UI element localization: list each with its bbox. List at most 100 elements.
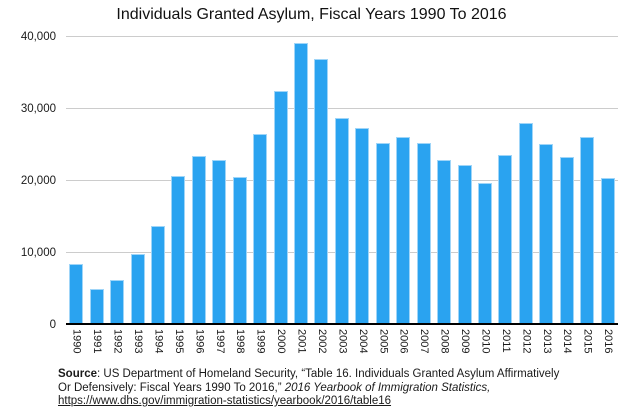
- gridline: [66, 108, 618, 109]
- bar-1991: [89, 288, 104, 325]
- x-tick-slot: 1996: [189, 329, 209, 353]
- bar-1994: [150, 225, 165, 325]
- bar-slot: [66, 37, 86, 325]
- x-tick-slot: 1990: [66, 329, 86, 353]
- bar-slot: [597, 37, 617, 325]
- x-tick-label: 2007: [418, 329, 431, 354]
- x-tick-slot: 2015: [577, 329, 597, 353]
- bar-1998: [232, 177, 247, 325]
- x-tick-label: 2009: [459, 329, 472, 354]
- x-tick-label: 2001: [295, 329, 308, 354]
- bar-2005: [375, 143, 390, 325]
- bar-2011: [498, 154, 513, 325]
- x-tick-slot: 2008: [434, 329, 454, 353]
- x-tick-label: 1996: [193, 329, 206, 354]
- x-tick-slot: 2001: [291, 329, 311, 353]
- chart-title: Individuals Granted Asylum, Fiscal Years…: [116, 6, 507, 23]
- bar-slot: [577, 37, 597, 325]
- bar-slot: [127, 37, 147, 325]
- bar-2002: [314, 59, 329, 325]
- y-tick-label: 40,000: [20, 31, 56, 43]
- x-tick-slot: 1998: [230, 329, 250, 353]
- x-tick-slot: 1994: [148, 329, 168, 353]
- x-tick-label: 2004: [356, 329, 369, 354]
- bar-slot: [352, 37, 372, 325]
- x-tick-slot: 1997: [209, 329, 229, 353]
- source-link[interactable]: https://www.dhs.gov/immigration-statisti…: [58, 395, 392, 407]
- x-tick-label: 2014: [561, 329, 574, 354]
- x-tick-slot: 2016: [597, 329, 617, 353]
- x-tick-label: 1992: [111, 329, 124, 354]
- bar-2012: [518, 122, 533, 325]
- bar-slot: [516, 37, 536, 325]
- bar-1997: [212, 159, 227, 325]
- x-tick-label: 2005: [377, 329, 390, 354]
- x-tick-slot: 1999: [250, 329, 270, 353]
- bar-slot: [189, 37, 209, 325]
- bar-2010: [477, 182, 492, 325]
- x-tick-slot: 2007: [413, 329, 433, 353]
- x-tick-label: 2008: [438, 329, 451, 354]
- x-tick-label: 2012: [520, 329, 533, 354]
- bar-slot: [475, 37, 495, 325]
- bar-slot: [557, 37, 577, 325]
- bar-slot: [413, 37, 433, 325]
- bar-2013: [539, 143, 554, 325]
- bar-2008: [437, 159, 452, 325]
- source-line-2: Or Defensively: Fiscal Years 1990 To 201…: [58, 382, 618, 396]
- bar-2009: [457, 165, 472, 325]
- bar-1992: [110, 279, 125, 325]
- x-tick-label: 2006: [397, 329, 410, 354]
- x-tick-label: 2011: [499, 329, 512, 353]
- x-tick-label: 2000: [275, 329, 288, 354]
- x-tick-label: 2016: [602, 329, 615, 354]
- source-line-3: https://www.dhs.gov/immigration-statisti…: [58, 395, 618, 409]
- bar-2004: [355, 128, 370, 325]
- x-tick-slot: 2005: [373, 329, 393, 353]
- x-tick-label: 2002: [315, 329, 328, 354]
- bar-slot: [270, 37, 290, 325]
- x-tick-label: 1990: [70, 329, 83, 354]
- bar-slot: [168, 37, 188, 325]
- x-tick-label: 1999: [254, 329, 267, 354]
- bar-2003: [334, 118, 349, 325]
- x-tick-label: 2015: [581, 329, 594, 354]
- x-tick-label: 2013: [540, 329, 553, 354]
- bar-2007: [416, 143, 431, 325]
- bar-2000: [273, 91, 288, 325]
- x-tick-slot: 2010: [475, 329, 495, 353]
- x-tick-label: 2003: [336, 329, 349, 354]
- bar-1995: [171, 176, 186, 325]
- bar-slot: [536, 37, 556, 325]
- x-tick-slot: 2006: [393, 329, 413, 353]
- gridline: [66, 36, 618, 37]
- bar-slot: [373, 37, 393, 325]
- source-label: Source: [58, 368, 97, 380]
- x-tick-slot: 1993: [127, 329, 147, 353]
- bar-slot: [454, 37, 474, 325]
- x-tick-slot: 1995: [168, 329, 188, 353]
- bar-2001: [294, 42, 309, 325]
- bar-slot: [86, 37, 106, 325]
- bar-1996: [191, 155, 206, 325]
- bar-slot: [311, 37, 331, 325]
- y-tick-label: 0: [49, 319, 56, 331]
- x-tick-slot: 2002: [311, 329, 331, 353]
- bar-slot: [250, 37, 270, 325]
- x-tick-label: 1997: [213, 329, 226, 354]
- source-line-2-text: Or Defensively: Fiscal Years 1990 To 201…: [58, 381, 285, 394]
- y-tick-label: 30,000: [20, 103, 56, 115]
- x-tick-label: 1998: [234, 329, 247, 354]
- source-note: Source: US Department of Homeland Securi…: [58, 368, 618, 409]
- x-tick-slot: 1992: [107, 329, 127, 353]
- bar-slot: [291, 37, 311, 325]
- bar-slot: [107, 37, 127, 325]
- x-tick-slot: 2000: [270, 329, 290, 353]
- bar-1999: [253, 133, 268, 325]
- bar-slot: [209, 37, 229, 325]
- bar-slot: [230, 37, 250, 325]
- y-tick-label: 10,000: [20, 247, 56, 259]
- bar-2006: [396, 137, 411, 325]
- bar-2014: [559, 156, 574, 325]
- x-tick-slot: 2011: [495, 329, 515, 353]
